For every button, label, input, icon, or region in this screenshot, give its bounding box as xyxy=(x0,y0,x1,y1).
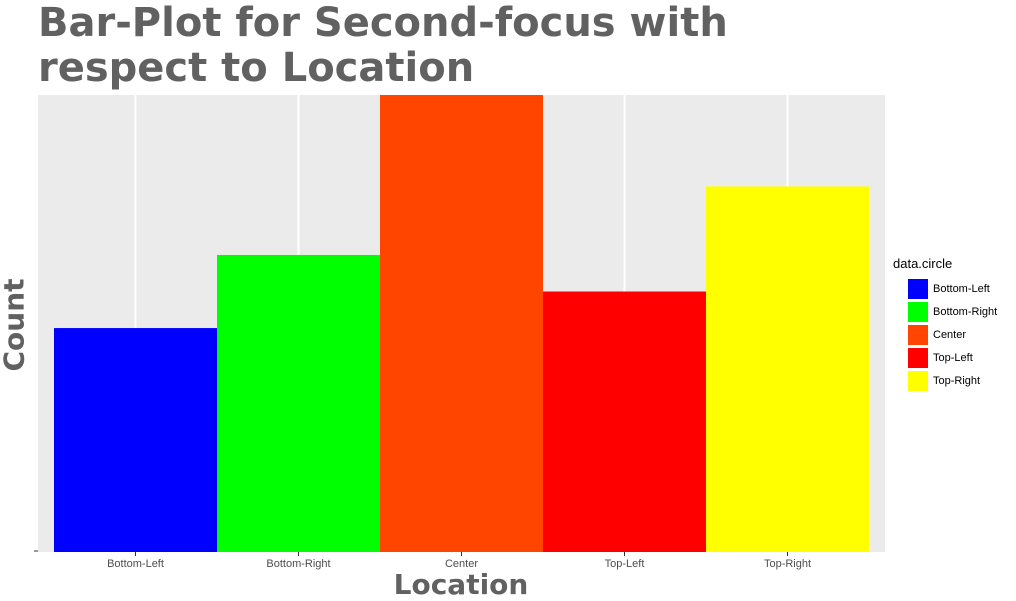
legend: data.circle Bottom-Left Bottom-Right Cente… xyxy=(893,256,997,392)
legend-label: Top-Right xyxy=(933,374,981,387)
bar-top-right xyxy=(706,186,869,552)
legend-item: Center xyxy=(893,323,997,346)
legend-item: Bottom-Left xyxy=(893,277,997,300)
legend-title: data.circle xyxy=(893,256,953,271)
chart-title-line-1: Bar-Plot for Second-focus with xyxy=(38,0,728,46)
legend-item: Top-Right xyxy=(893,369,997,392)
legend-swatch xyxy=(908,370,928,391)
y-axis-label: Count xyxy=(0,278,31,372)
legend-items: Bottom-Left Bottom-Right Center Top-Left Top… xyxy=(893,277,997,392)
legend-label: Top-Left xyxy=(933,351,973,364)
legend-swatch xyxy=(908,278,928,299)
legend-item: Top-Left xyxy=(893,346,997,369)
legend-swatch xyxy=(908,301,928,322)
legend-swatch xyxy=(908,324,928,345)
x-tick-label: Top-Right xyxy=(764,558,811,570)
legend-swatch xyxy=(908,347,928,368)
x-tick-label: Center xyxy=(445,558,478,570)
legend-label: Center xyxy=(933,328,967,341)
x-tick-label: Top-Left xyxy=(605,558,645,570)
bar-center xyxy=(380,95,543,552)
bar-bottom-right xyxy=(217,254,380,552)
legend-item: Bottom-Right xyxy=(893,300,997,323)
legend-label: Bottom-Right xyxy=(933,305,998,318)
chart-title-line-2: respect to Location xyxy=(38,45,475,91)
x-tick-label: Bottom-Left xyxy=(107,558,164,570)
x-tick-label: Bottom-Right xyxy=(266,558,330,570)
x-axis-label: Location xyxy=(393,568,529,601)
bar-top-left xyxy=(543,291,706,552)
bar-bottom-left xyxy=(54,328,217,552)
legend-label: Bottom-Left xyxy=(933,282,990,295)
